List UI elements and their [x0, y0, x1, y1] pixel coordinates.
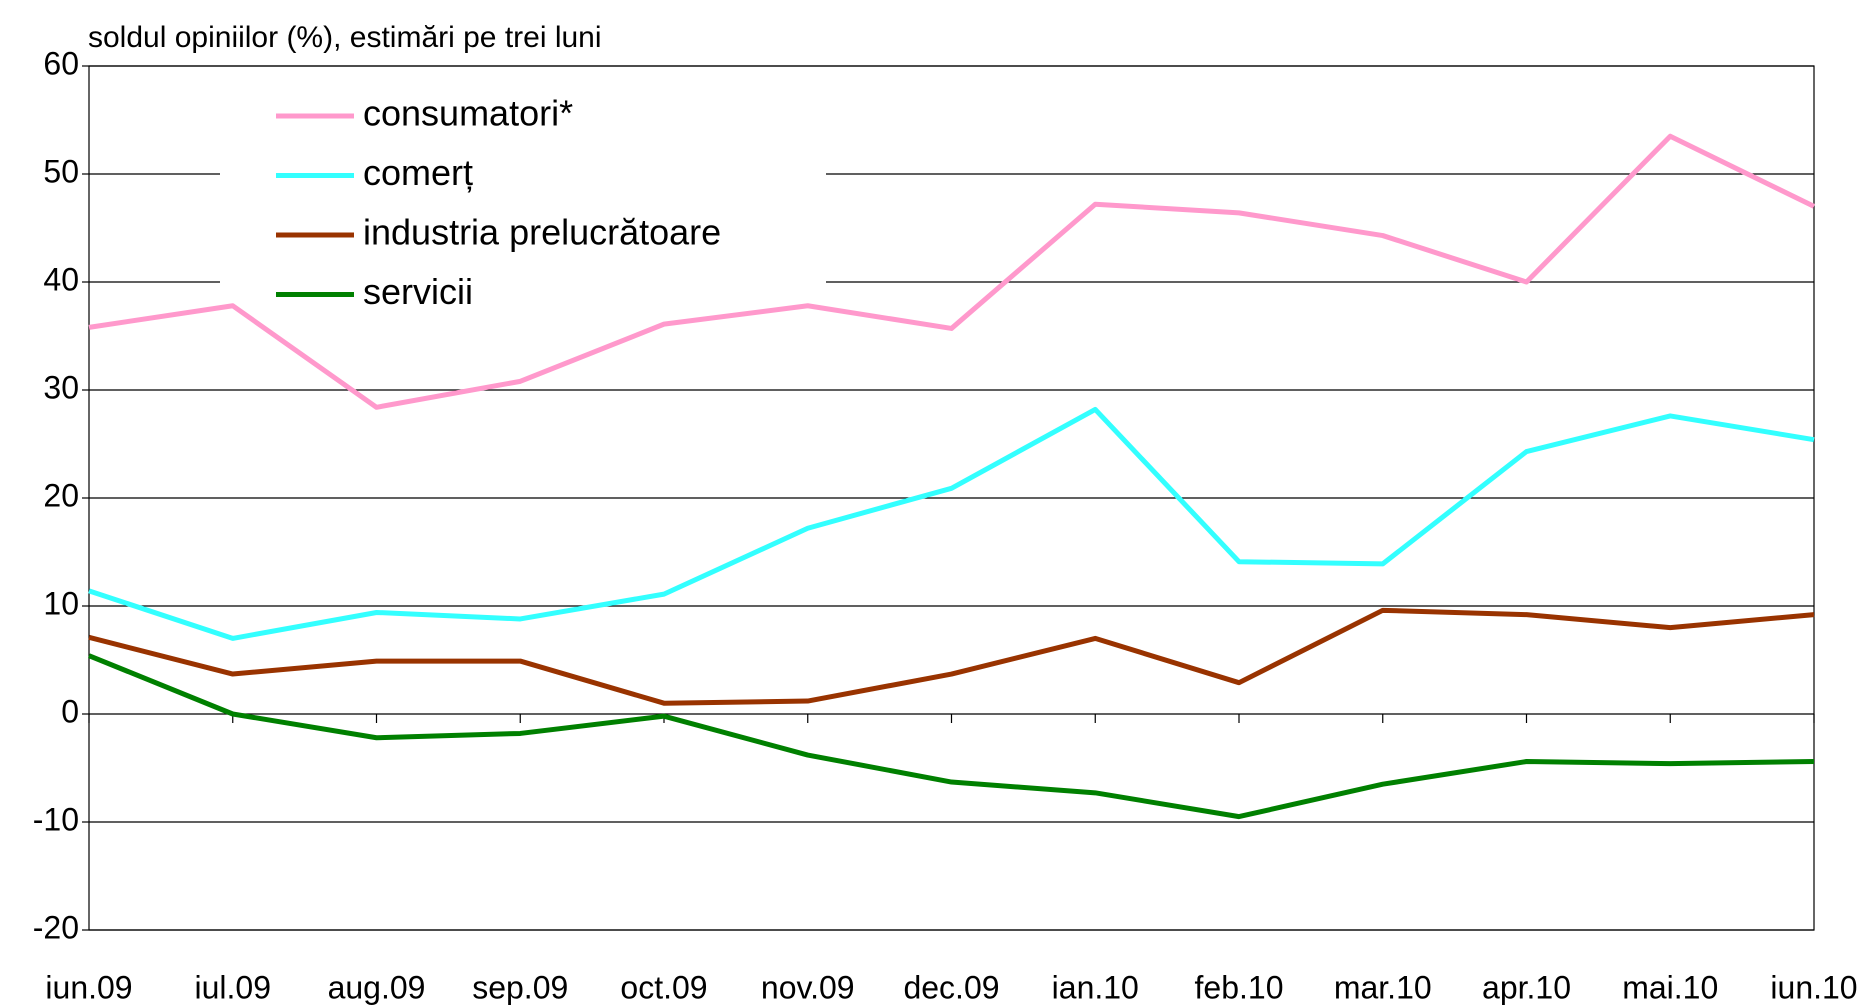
y-tick-label: 10 [43, 585, 79, 621]
y-tick-label: -10 [33, 801, 79, 837]
y-tick-label: 0 [61, 693, 79, 729]
x-tick-label: iul.09 [195, 969, 272, 1005]
legend-label: comerț [363, 152, 473, 193]
series-line [88, 653, 1815, 820]
y-tick-label: 60 [43, 45, 79, 81]
x-tick-label: ian.10 [1052, 969, 1139, 1005]
legend-box [220, 89, 826, 328]
y-tick-label: 40 [43, 261, 79, 297]
x-tick-label: iun.09 [45, 969, 132, 1005]
chart-title: soldul opiniilor (%), estimări pe trei l… [88, 21, 602, 54]
x-tick-label: dec.09 [903, 969, 999, 1005]
plot-frame [88, 65, 1815, 931]
legend-label: servicii [363, 271, 473, 312]
x-tick-label: nov.09 [761, 969, 855, 1005]
x-tick-label: feb.10 [1195, 969, 1284, 1005]
series-line [88, 133, 1816, 410]
y-tick-label: 50 [43, 153, 79, 189]
x-tick-label: sep.09 [472, 969, 568, 1005]
x-tick-label: mar.10 [1334, 969, 1432, 1005]
y-tick-label: 20 [43, 477, 79, 513]
x-tick-label: aug.09 [328, 969, 426, 1005]
series-line [88, 406, 1815, 641]
x-tick-label: apr.10 [1482, 969, 1571, 1005]
legend-label: consumatori* [363, 93, 573, 134]
x-tick-label: mai.10 [1622, 969, 1718, 1005]
y-tick-label: -20 [33, 909, 79, 945]
legend-label: industria prelucrătoare [363, 212, 721, 253]
x-tick-label: iun.10 [1770, 969, 1857, 1005]
series-line [88, 607, 1815, 706]
y-tick-label: 30 [43, 369, 79, 405]
x-tick-label: oct.09 [620, 969, 707, 1005]
